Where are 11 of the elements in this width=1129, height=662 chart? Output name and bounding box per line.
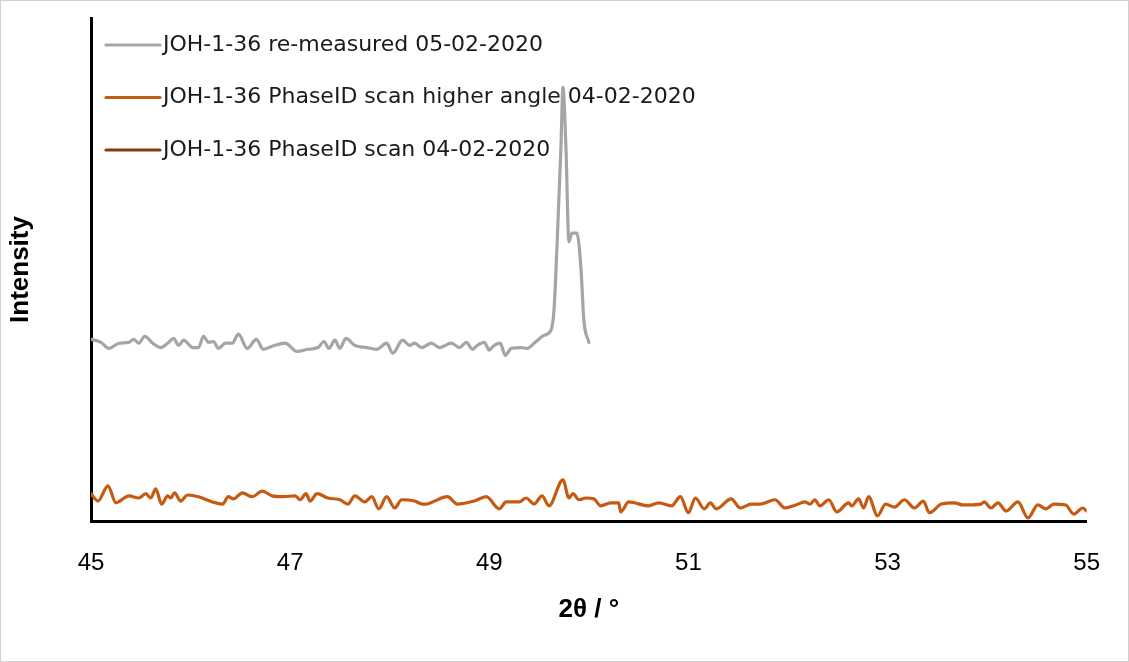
x-tick-label: 53 xyxy=(874,548,901,576)
x-tick-label: 47 xyxy=(276,548,304,576)
x-tick-label: 45 xyxy=(77,548,105,576)
x-axis-title: 2θ / ° xyxy=(558,592,620,623)
legend-label: JOH-1-36 re-measured 05-02-2020 xyxy=(161,30,544,56)
legend-label: JOH-1-36 PhaseID scan 04-02-2020 xyxy=(161,135,551,161)
x-tick-label: 55 xyxy=(1073,548,1100,576)
y-axis-title: Intensity xyxy=(3,215,34,323)
x-tick-label: 49 xyxy=(475,548,503,576)
x-tick-label: 51 xyxy=(675,548,702,576)
legend-label: JOH-1-36 PhaseID scan higher angle 04-02-2020 xyxy=(161,83,696,109)
